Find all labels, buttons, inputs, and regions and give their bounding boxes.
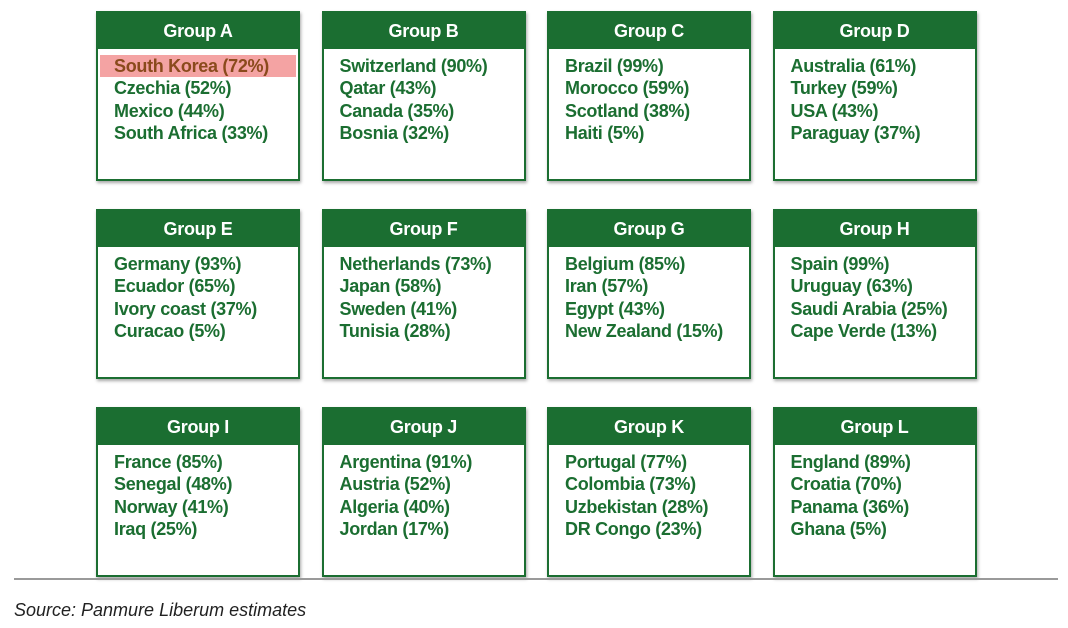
team-item: Senegal (48%) xyxy=(114,474,233,495)
team-item: Morocco (59%) xyxy=(565,78,690,99)
group-card-f: Group F Netherlands (73%) Japan (58%) Sw… xyxy=(321,209,526,379)
group-title: Group J xyxy=(323,409,524,445)
team-list: Spain (99%) Uruguay (63%) Saudi Arabia (… xyxy=(775,247,975,342)
source-note: Source: Panmure Liberum estimates xyxy=(14,600,307,620)
team-item: Norway (41%) xyxy=(114,496,229,517)
team-item: Canada (35%) xyxy=(339,100,455,121)
team-item: Uzbekistan (28%) xyxy=(565,496,709,517)
team-item: Iraq (25%) xyxy=(114,518,198,539)
team-list: South Korea (72%) Czechia (52%) Mexico (… xyxy=(98,49,298,144)
group-card-j: Group J Argentina (91%) Austria (52%) Al… xyxy=(321,407,526,577)
team-item: Haiti (5%) xyxy=(565,122,645,143)
team-item: New Zealand (15%) xyxy=(565,320,723,341)
team-item: Saudi Arabia (25%) xyxy=(790,298,948,319)
team-item: South Africa (33%) xyxy=(114,122,268,143)
team-item: USA (43%) xyxy=(790,100,879,121)
team-list: Portugal (77%) Colombia (73%) Uzbekistan… xyxy=(549,445,749,540)
group-title: Group A xyxy=(98,13,298,49)
team-item: Turkey (59%) xyxy=(790,78,898,99)
team-item: Colombia (73%) xyxy=(565,474,696,495)
team-item: Egypt (43%) xyxy=(565,298,665,319)
group-title: Group E xyxy=(98,211,298,247)
group-title: Group B xyxy=(323,13,524,49)
team-item: England (89%) xyxy=(790,452,911,472)
team-list: England (89%) Croatia (70%) Panama (36%)… xyxy=(775,445,975,540)
group-title: Group I xyxy=(98,409,298,445)
team-list: Argentina (91%) Austria (52%) Algeria (4… xyxy=(324,445,524,540)
team-item: Tunisia (28%) xyxy=(339,320,451,341)
team-item: Qatar (43%) xyxy=(339,78,437,99)
team-item: Ghana (5%) xyxy=(790,518,887,539)
team-item: DR Congo (23%) xyxy=(565,518,702,539)
group-card-h: Group H Spain (99%) Uruguay (63%) Saudi … xyxy=(772,209,977,379)
team-item: Panama (36%) xyxy=(790,496,910,517)
team-list: Australia (61%) Turkey (59%) USA (43%) P… xyxy=(775,49,975,144)
team-item: Iran (57%) xyxy=(565,276,649,297)
group-card-i: Group I France (85%) Senegal (48%) Norwa… xyxy=(96,407,300,577)
team-item: Australia (61%) xyxy=(790,56,917,76)
group-card-g: Group G Belgium (85%) Iran (57%) Egypt (… xyxy=(547,209,751,379)
team-item: Sweden (41%) xyxy=(339,298,458,319)
team-list: Brazil (99%) Morocco (59%) Scotland (38%… xyxy=(549,49,749,144)
group-card-l: Group L England (89%) Croatia (70%) Pana… xyxy=(772,407,977,577)
team-item: France (85%) xyxy=(114,452,223,472)
group-card-a: Group A South Korea (72%) Czechia (52%) … xyxy=(96,11,300,181)
group-title: Group C xyxy=(549,13,749,49)
team-item: Switzerland (90%) xyxy=(339,56,488,76)
bottom-divider xyxy=(14,578,1058,580)
team-list: Netherlands (73%) Japan (58%) Sweden (41… xyxy=(324,247,524,342)
group-card-e: Group E Germany (93%) Ecuador (65%) Ivor… xyxy=(96,209,300,379)
group-card-b: Group B Switzerland (90%) Qatar (43%) Ca… xyxy=(321,11,526,181)
team-item: Argentina (91%) xyxy=(339,452,473,472)
team-list: Belgium (85%) Iran (57%) Egypt (43%) New… xyxy=(549,247,749,342)
team-list: Germany (93%) Ecuador (65%) Ivory coast … xyxy=(98,247,298,342)
team-item: South Korea (72%) xyxy=(100,55,296,78)
group-title: Group D xyxy=(774,13,975,49)
team-item: Ecuador (65%) xyxy=(114,276,236,297)
team-item: Japan (58%) xyxy=(339,276,442,297)
group-title: Group H xyxy=(774,211,975,247)
group-title: Group L xyxy=(774,409,975,445)
team-list: Switzerland (90%) Qatar (43%) Canada (35… xyxy=(324,49,524,144)
group-title: Group K xyxy=(549,409,749,445)
group-card-d: Group D Australia (61%) Turkey (59%) USA… xyxy=(772,11,977,181)
team-item: Ivory coast (37%) xyxy=(114,298,257,319)
team-item: Scotland (38%) xyxy=(565,100,690,121)
group-title: Group F xyxy=(323,211,524,247)
team-item: Brazil (99%) xyxy=(565,56,664,76)
groups-grid: Group A South Korea (72%) Czechia (52%) … xyxy=(96,11,977,577)
team-item: Jordan (17%) xyxy=(339,518,450,539)
group-title: Group G xyxy=(549,211,749,247)
team-item: Czechia (52%) xyxy=(114,78,232,99)
group-card-k: Group K Portugal (77%) Colombia (73%) Uz… xyxy=(547,407,751,577)
team-item: Paraguay (37%) xyxy=(790,122,921,143)
team-item: Bosnia (32%) xyxy=(339,122,450,143)
team-item: Spain (99%) xyxy=(790,254,890,274)
team-item: Mexico (44%) xyxy=(114,100,225,121)
team-item: Germany (93%) xyxy=(114,254,242,274)
team-item: Austria (52%) xyxy=(339,474,451,495)
team-item: Cape Verde (13%) xyxy=(790,320,938,341)
team-item: Croatia (70%) xyxy=(790,474,902,495)
team-item: Netherlands (73%) xyxy=(339,254,492,274)
team-item: Belgium (85%) xyxy=(565,254,686,274)
group-card-c: Group C Brazil (99%) Morocco (59%) Scotl… xyxy=(547,11,751,181)
team-item: Portugal (77%) xyxy=(565,452,687,472)
team-item: Algeria (40%) xyxy=(339,496,450,517)
team-item: Curacao (5%) xyxy=(114,320,226,341)
team-item: Uruguay (63%) xyxy=(790,276,913,297)
team-list: France (85%) Senegal (48%) Norway (41%) … xyxy=(98,445,298,540)
